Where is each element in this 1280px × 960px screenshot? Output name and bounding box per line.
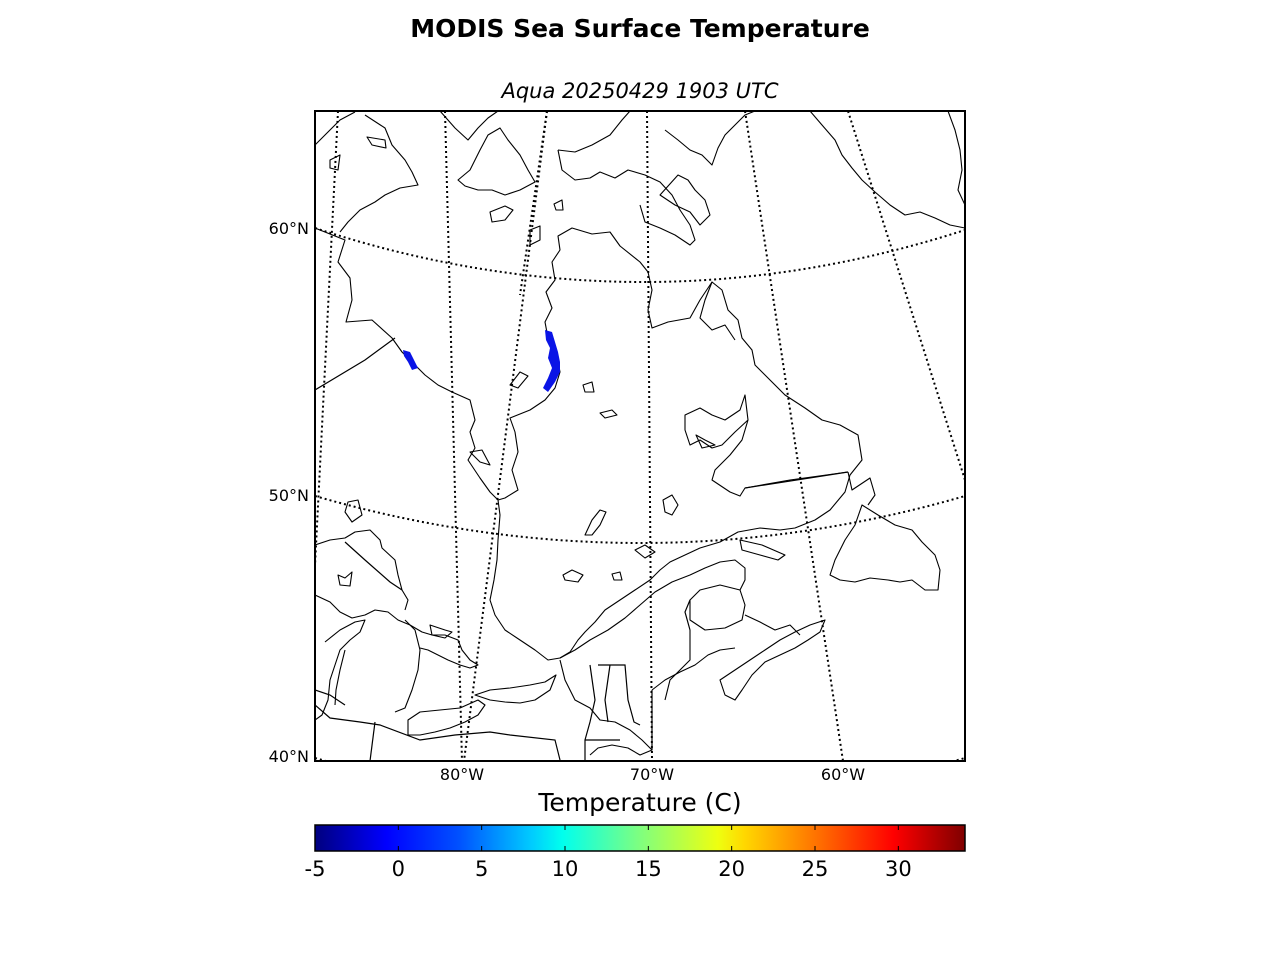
colorbar-tick-label: 20	[718, 857, 745, 881]
sst-region-hudson-west	[403, 350, 418, 370]
lon-label-60w: 60°W	[821, 765, 865, 784]
lon-label-70w: 70°W	[630, 765, 674, 784]
colorbar-title: Temperature (C)	[537, 788, 741, 817]
lon-label-80w: 80°W	[440, 765, 484, 784]
lat-label-60n: 60°N	[269, 219, 309, 238]
colorbar-tick-label: 25	[802, 857, 829, 881]
sst-data	[403, 330, 560, 392]
meridian-75w	[463, 111, 548, 761]
colorbar-tick-label: 30	[885, 857, 912, 881]
lat-label-40n: 40°N	[269, 747, 309, 766]
lat-label-50n: 50°N	[269, 486, 309, 505]
chart-subtitle: Aqua 20250429 1903 UTC	[501, 79, 779, 103]
meridian-70w	[646, 111, 653, 761]
sst-region-james-bay	[543, 330, 560, 392]
borders	[315, 337, 849, 761]
colorbar-tick-label: 0	[392, 857, 405, 881]
map-frame	[314, 110, 966, 762]
colorbar-tick-label: -5	[305, 857, 326, 881]
coastlines	[315, 111, 965, 756]
parallel-60n	[315, 227, 965, 283]
colorbar-tick-label: 10	[552, 857, 579, 881]
chart-title: MODIS Sea Surface Temperature	[410, 14, 870, 43]
graticule	[315, 111, 965, 761]
meridian-80w	[444, 111, 463, 761]
colorbar: -5 0 5 10 15 20 25 30	[305, 824, 966, 881]
colorbar-tick-label: 15	[635, 857, 662, 881]
map-area	[315, 111, 965, 761]
colorbar-tick-label: 5	[475, 857, 488, 881]
meridian-90w	[315, 111, 339, 566]
colorbar-gradient	[314, 824, 966, 852]
